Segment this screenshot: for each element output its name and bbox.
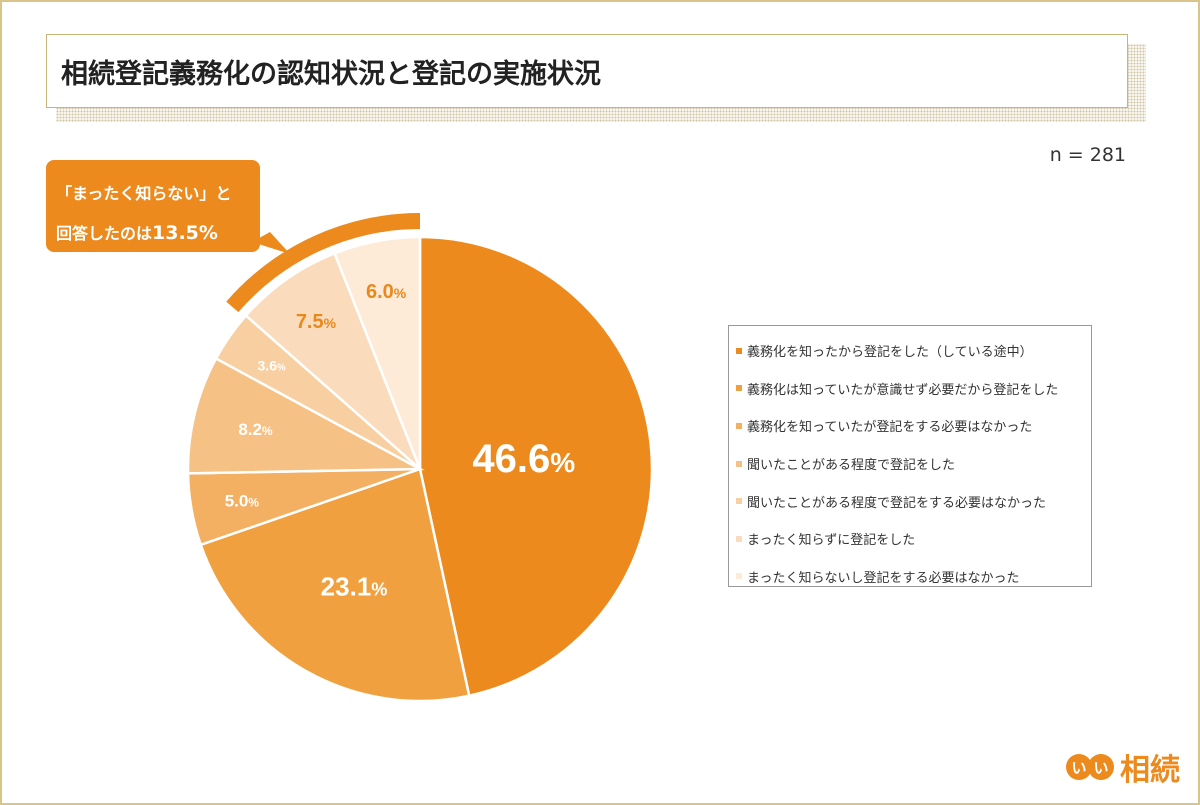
legend-label: まったく知らずに登記をした (747, 533, 916, 549)
legend-label: 義務化を知ったから登記をした（している途中） (747, 345, 1033, 361)
pie-slice (186, 356, 425, 475)
highlight-arc (226, 213, 420, 313)
logo-mark-2: い (1088, 754, 1114, 780)
pie-slice (332, 235, 422, 470)
callout-tail (252, 232, 290, 254)
data-label: 5.0% (225, 492, 260, 511)
pie-slice (244, 251, 422, 470)
legend-swatch (736, 347, 742, 354)
callout-value: 13.5% (152, 222, 218, 244)
legend-label: 聞いたことがある程度で登記をする必要はなかった (747, 495, 1047, 511)
legend-swatch (736, 498, 742, 505)
pie-slice (418, 235, 654, 698)
legend-item: 義務化を知ったから登記をした（している途中） (729, 332, 1091, 370)
legend-item: まったく知らずに登記をした (729, 520, 1091, 558)
legend: 義務化を知ったから登記をした（している途中） 義務化は知っていたが意識せず必要だか… (728, 325, 1092, 587)
legend-swatch (736, 573, 742, 580)
data-label: 6.0% (366, 281, 407, 303)
legend-item: まったく知らないし登記をする必要はなかった (729, 558, 1091, 596)
logo-mark-1: い (1066, 754, 1092, 780)
data-label: 7.5% (296, 311, 337, 333)
legend-item: 聞いたことがある程度で登記をした (729, 445, 1091, 483)
logo-text: 相続 (1120, 753, 1180, 788)
data-label: 23.1% (321, 571, 388, 601)
legend-label: まったく知らないし登記をする必要はなかった (747, 570, 1020, 586)
sample-size: n = 281 (1049, 144, 1126, 166)
legend-swatch (736, 460, 742, 467)
legend-label: 義務化は知っていたが意識せず必要だから登記をした (747, 382, 1059, 398)
logo: いい 相続 (1066, 745, 1180, 789)
legend-label: 聞いたことがある程度で登記をした (747, 458, 956, 474)
pie-slice (199, 467, 471, 703)
data-label: 8.2% (238, 420, 273, 439)
legend-label: 義務化を知っていたが登記をする必要はなかった (747, 420, 1033, 436)
legend-item: 義務化を知っていたが登記をする必要はなかった (729, 407, 1091, 445)
legend-swatch (736, 535, 742, 542)
legend-item: 義務化は知っていたが意識せず必要だから登記をした (729, 370, 1091, 408)
callout-line1: 「まったく知らない」と (56, 184, 232, 203)
chart-title: 相続登記義務化の認知状況と登記の実施状況 (46, 34, 1128, 108)
legend-swatch (736, 385, 742, 392)
legend-item: 聞いたことがある程度で登記をする必要はなかった (729, 482, 1091, 520)
callout-prefix: 回答したのは (56, 224, 153, 243)
callout-line2: 回答したのは13.5% (56, 220, 218, 244)
callout-annotation: 「まったく知らない」と 回答したのは13.5% (46, 160, 260, 252)
legend-swatch (736, 422, 742, 429)
